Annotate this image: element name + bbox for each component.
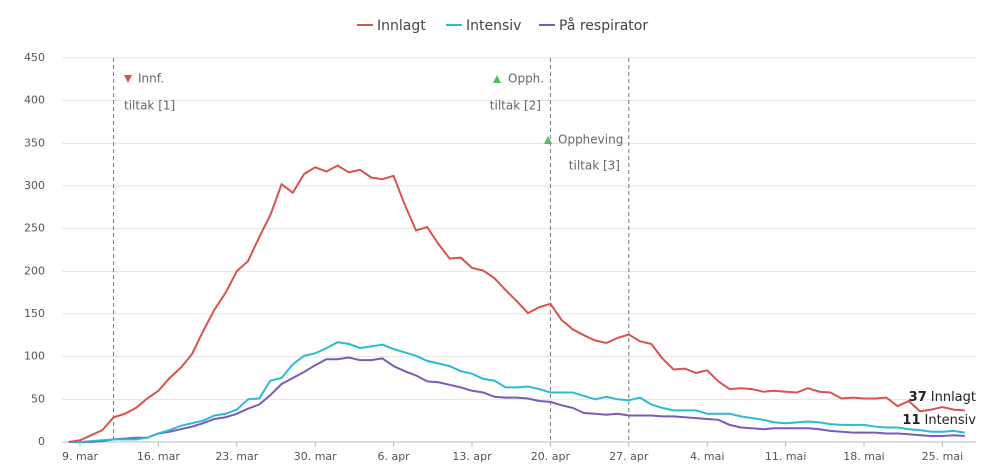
legend-label: På respirator bbox=[559, 17, 648, 34]
event-marker bbox=[124, 75, 132, 83]
y-tick-label: 50 bbox=[31, 392, 45, 405]
x-tick-label: 30. mar bbox=[294, 450, 337, 463]
x-tick-label: 20. apr bbox=[531, 450, 571, 463]
annotation: tiltak [1] bbox=[124, 99, 175, 113]
x-tick-label: 16. mar bbox=[137, 450, 180, 463]
annotation: Oppheving bbox=[558, 133, 623, 147]
y-tick-label: 200 bbox=[24, 264, 45, 277]
x-tick-label: 6. apr bbox=[377, 450, 410, 463]
y-tick-label: 350 bbox=[24, 136, 45, 149]
legend-label: Intensiv bbox=[466, 18, 521, 34]
annotation: tiltak [2] bbox=[490, 99, 541, 113]
series-line bbox=[68, 341, 965, 443]
x-tick-label: 9. mar bbox=[62, 450, 98, 463]
end-label: 37 Innlagt bbox=[909, 390, 976, 405]
y-tick-label: 100 bbox=[24, 350, 45, 363]
end-value: 11 bbox=[902, 413, 920, 428]
y-tick-label: 150 bbox=[24, 307, 45, 320]
series-line bbox=[68, 164, 965, 443]
event-marker bbox=[544, 136, 552, 144]
end-name: Innlagt bbox=[931, 390, 976, 405]
y-tick-label: 400 bbox=[24, 94, 45, 107]
annotation: Opph. bbox=[508, 72, 544, 86]
y-tick-label: 250 bbox=[24, 222, 45, 235]
x-tick-label: 11. mai bbox=[765, 450, 807, 463]
x-tick-label: 25. mai bbox=[922, 450, 964, 463]
y-tick-label: 300 bbox=[24, 179, 45, 192]
event-marker bbox=[493, 75, 501, 83]
annotation: tiltak [3] bbox=[569, 159, 620, 173]
x-tick-label: 23. mar bbox=[215, 450, 258, 463]
end-name: Intensiv bbox=[925, 413, 977, 428]
end-label: 11 Intensiv bbox=[902, 413, 976, 428]
x-tick-label: 13. apr bbox=[452, 450, 492, 463]
y-tick-label: 450 bbox=[24, 51, 45, 64]
y-tick-label: 0 bbox=[38, 435, 45, 448]
legend-label: Innlagt bbox=[377, 18, 426, 34]
annotation: Innf. bbox=[138, 72, 164, 86]
x-tick-label: 27. apr bbox=[609, 450, 649, 463]
x-tick-label: 4. mai bbox=[690, 450, 725, 463]
end-value: 37 bbox=[909, 390, 927, 405]
x-tick-label: 18. mai bbox=[843, 450, 885, 463]
series-line bbox=[68, 356, 965, 443]
